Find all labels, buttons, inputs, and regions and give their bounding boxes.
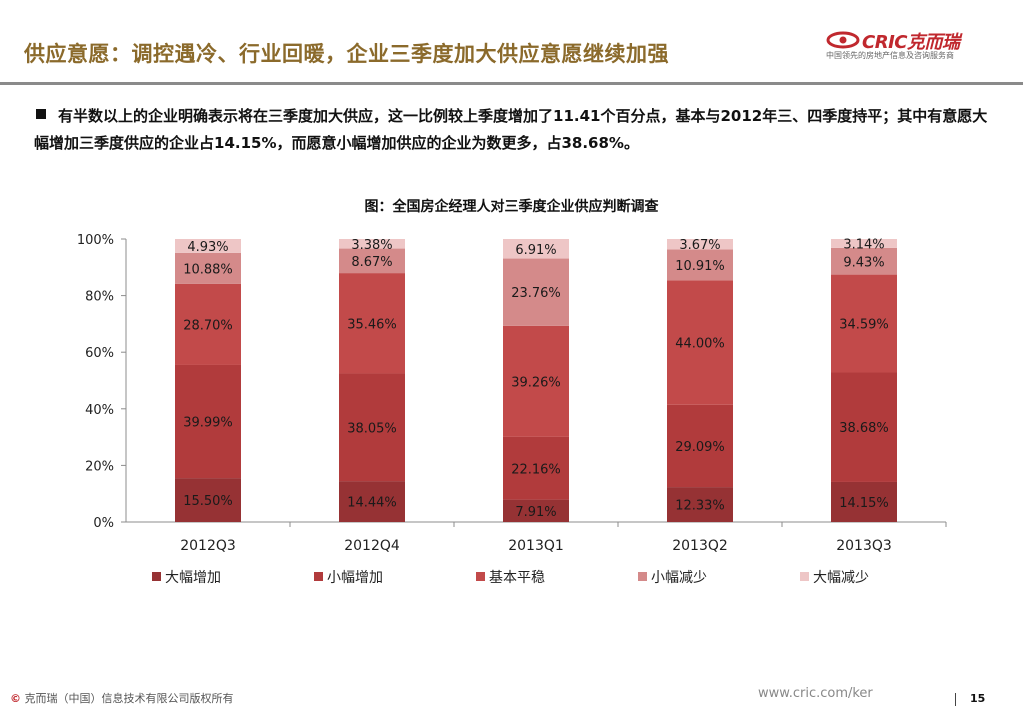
bar-segment xyxy=(339,273,405,374)
bar-segment xyxy=(339,248,405,274)
data-label: 12.33% xyxy=(675,499,725,514)
data-label: 23.76% xyxy=(511,286,561,301)
data-label: 3.14% xyxy=(843,237,884,252)
bar-segment xyxy=(503,436,569,500)
data-label: 10.88% xyxy=(183,262,233,277)
legend-label: 基本平稳 xyxy=(489,569,545,586)
copyright-text: 克而瑞（中国）信息技术有限公司版权所有 xyxy=(24,692,234,705)
bar-segment xyxy=(175,478,241,522)
bar-segment xyxy=(831,481,897,522)
footer-copyright: © 克而瑞（中国）信息技术有限公司版权所有 xyxy=(10,690,234,706)
data-label: 28.70% xyxy=(183,318,233,333)
bar-segment xyxy=(831,274,897,373)
x-category-label: 2013Q1 xyxy=(508,538,564,554)
data-label: 3.38% xyxy=(351,238,392,253)
legend-swatch xyxy=(800,572,809,581)
bar-segment xyxy=(667,404,733,488)
bar-segment xyxy=(503,239,569,259)
summary-text: 有半数以上的企业明确表示将在三季度加大供应，这一比例较上季度增加了11.41个百… xyxy=(34,107,988,152)
data-label: 39.99% xyxy=(183,416,233,431)
y-tick-label: 60% xyxy=(85,346,114,361)
bar-segment xyxy=(175,364,241,479)
page-title: 供应意愿：调控遇冷、行业回暖，企业三季度加大供应意愿继续加强 xyxy=(24,42,669,66)
legend-label: 大幅增加 xyxy=(165,570,221,586)
bar-segment xyxy=(667,487,733,522)
legend-swatch xyxy=(152,572,161,581)
footer-divider xyxy=(955,693,956,706)
legend-swatch xyxy=(314,572,323,581)
y-tick-label: 80% xyxy=(85,290,114,305)
bar-segment xyxy=(667,249,733,281)
eye-logo-icon xyxy=(826,31,860,49)
chart-title: 图：全国房企经理人对三季度企业供应判断调查 xyxy=(364,199,659,215)
data-label: 9.43% xyxy=(843,255,884,270)
bar-segment xyxy=(831,239,897,248)
bar-segment xyxy=(339,481,405,522)
bar-segment xyxy=(831,372,897,482)
y-tick-label: 100% xyxy=(77,233,114,248)
bar-segment xyxy=(175,283,241,365)
copyright-icon: © xyxy=(10,692,21,705)
data-label: 14.15% xyxy=(839,496,889,511)
bar-segment xyxy=(339,373,405,482)
data-label: 14.44% xyxy=(347,496,397,511)
x-category-label: 2013Q2 xyxy=(672,538,728,554)
bar-segment xyxy=(175,239,241,253)
data-label: 34.59% xyxy=(839,318,889,333)
bar-segment xyxy=(175,252,241,284)
legend-label: 大幅减少 xyxy=(813,570,869,586)
data-label: 7.91% xyxy=(515,505,556,520)
logo-tagline: 中国领先的房地产信息及咨询服务商 xyxy=(826,51,954,60)
y-tick-label: 0% xyxy=(93,516,114,531)
footer-url[interactable]: www.cric.com/ker xyxy=(758,686,873,701)
y-tick-label: 40% xyxy=(85,403,114,418)
data-label: 8.67% xyxy=(351,255,392,270)
stacked-bar-chart: 0% 20% 40% 60% 80% 100% 15.50% 39.99% 28.70% 10.8… xyxy=(77,233,947,586)
bar-segment xyxy=(503,499,569,522)
legend-swatch xyxy=(638,572,647,581)
bar-segment xyxy=(503,258,569,326)
summary-paragraph: 有半数以上的企业明确表示将在三季度加大供应，这一比例较上季度增加了11.41个百… xyxy=(34,103,994,157)
bar-segment xyxy=(831,247,897,275)
data-label: 3.67% xyxy=(679,238,720,253)
data-label: 38.68% xyxy=(839,421,889,436)
data-label: 6.91% xyxy=(515,243,556,258)
data-label: 39.26% xyxy=(511,375,561,390)
data-label: 38.05% xyxy=(347,421,397,436)
brand-logo: CRIC克而瑞 中国领先的房地产信息及咨询服务商 xyxy=(826,28,996,62)
bar-segment xyxy=(503,325,569,437)
data-label: 44.00% xyxy=(675,337,725,352)
header-divider xyxy=(0,82,1023,85)
bar-segment xyxy=(667,239,733,250)
data-label: 10.91% xyxy=(675,259,725,274)
bar-segment xyxy=(667,280,733,405)
x-category-label: 2012Q4 xyxy=(344,538,400,554)
bar-segment xyxy=(339,239,405,249)
data-label: 29.09% xyxy=(675,440,725,455)
page-number: 15 xyxy=(970,692,986,705)
x-category-label: 2013Q3 xyxy=(836,538,892,554)
data-label: 22.16% xyxy=(511,462,561,477)
data-label: 35.46% xyxy=(347,317,397,332)
legend-swatch xyxy=(476,572,485,581)
x-category-label: 2012Q3 xyxy=(180,538,236,554)
logo-wordmark: CRIC克而瑞 xyxy=(862,32,960,53)
data-label: 15.50% xyxy=(183,494,233,509)
data-label: 4.93% xyxy=(187,240,228,255)
legend-label: 小幅减少 xyxy=(651,570,707,586)
y-tick-label: 20% xyxy=(85,459,114,474)
legend-label: 小幅增加 xyxy=(327,570,383,586)
square-bullet-icon xyxy=(36,109,46,119)
